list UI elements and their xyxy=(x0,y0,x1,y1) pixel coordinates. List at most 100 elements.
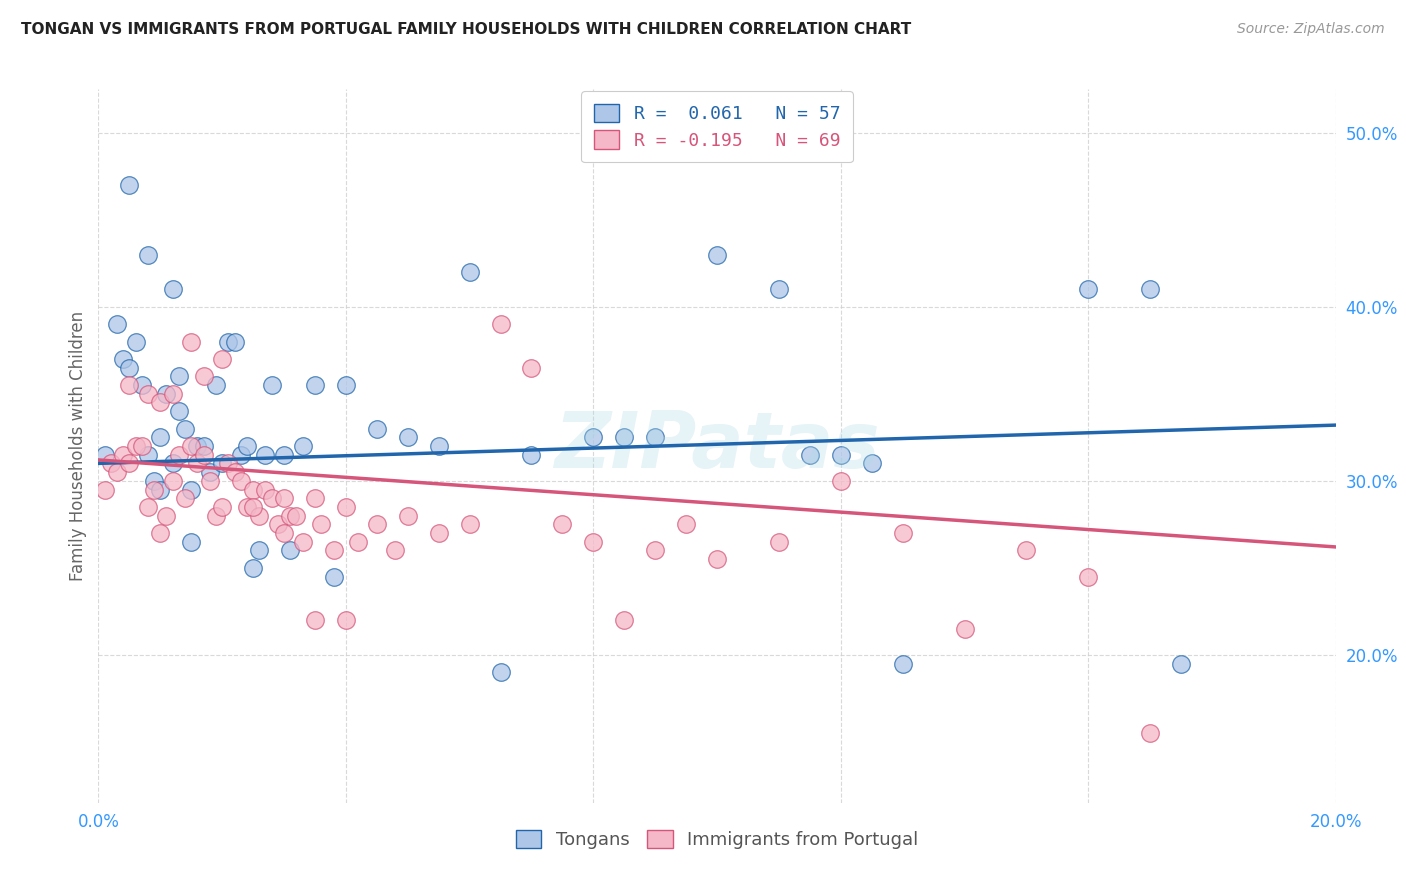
Point xyxy=(830,474,852,488)
Point xyxy=(335,378,357,392)
Point xyxy=(180,334,202,349)
Point xyxy=(489,317,512,331)
Point xyxy=(260,378,283,392)
Point xyxy=(384,543,406,558)
Point xyxy=(304,378,326,392)
Point xyxy=(860,457,883,471)
Point xyxy=(285,508,308,523)
Point xyxy=(644,430,666,444)
Point xyxy=(347,534,370,549)
Point xyxy=(706,552,728,566)
Point xyxy=(162,457,184,471)
Point xyxy=(396,430,419,444)
Point xyxy=(180,483,202,497)
Point xyxy=(211,351,233,366)
Point xyxy=(180,534,202,549)
Point xyxy=(291,439,314,453)
Point xyxy=(458,265,481,279)
Point xyxy=(322,543,344,558)
Point xyxy=(93,448,115,462)
Point xyxy=(335,500,357,514)
Point xyxy=(112,351,135,366)
Point xyxy=(613,430,636,444)
Point xyxy=(162,474,184,488)
Point xyxy=(644,543,666,558)
Point xyxy=(1077,569,1099,583)
Point xyxy=(242,483,264,497)
Point xyxy=(366,421,388,435)
Text: Source: ZipAtlas.com: Source: ZipAtlas.com xyxy=(1237,22,1385,37)
Point xyxy=(489,665,512,680)
Point xyxy=(198,465,221,479)
Point xyxy=(155,386,177,401)
Point xyxy=(143,483,166,497)
Point xyxy=(143,474,166,488)
Legend: Tongans, Immigrants from Portugal: Tongans, Immigrants from Portugal xyxy=(503,817,931,862)
Point xyxy=(193,439,215,453)
Point xyxy=(551,517,574,532)
Point xyxy=(93,483,115,497)
Point xyxy=(1015,543,1038,558)
Point xyxy=(167,369,190,384)
Point xyxy=(458,517,481,532)
Point xyxy=(304,491,326,506)
Point xyxy=(1139,726,1161,740)
Text: ZIPatas: ZIPatas xyxy=(554,408,880,484)
Point xyxy=(291,534,314,549)
Point xyxy=(136,247,159,261)
Point xyxy=(205,378,228,392)
Point xyxy=(131,378,153,392)
Point xyxy=(799,448,821,462)
Point xyxy=(335,613,357,627)
Point xyxy=(427,439,450,453)
Point xyxy=(224,465,246,479)
Point xyxy=(229,448,252,462)
Point xyxy=(236,500,259,514)
Point xyxy=(304,613,326,627)
Point xyxy=(149,395,172,409)
Point xyxy=(174,421,197,435)
Point xyxy=(229,474,252,488)
Point xyxy=(242,500,264,514)
Point xyxy=(273,448,295,462)
Point xyxy=(1170,657,1192,671)
Point xyxy=(167,404,190,418)
Point xyxy=(520,360,543,375)
Point xyxy=(278,508,301,523)
Point xyxy=(217,334,239,349)
Y-axis label: Family Households with Children: Family Households with Children xyxy=(69,311,87,581)
Point xyxy=(198,474,221,488)
Point xyxy=(186,457,208,471)
Point xyxy=(124,334,146,349)
Point xyxy=(136,448,159,462)
Point xyxy=(768,282,790,296)
Point xyxy=(118,178,141,192)
Point xyxy=(162,282,184,296)
Point xyxy=(242,561,264,575)
Point xyxy=(174,491,197,506)
Point xyxy=(1139,282,1161,296)
Point xyxy=(105,317,128,331)
Point xyxy=(180,439,202,453)
Point xyxy=(278,543,301,558)
Point xyxy=(186,439,208,453)
Point xyxy=(162,386,184,401)
Point xyxy=(582,430,605,444)
Point xyxy=(309,517,332,532)
Point xyxy=(706,247,728,261)
Point xyxy=(167,448,190,462)
Point xyxy=(830,448,852,462)
Point xyxy=(136,386,159,401)
Point xyxy=(211,457,233,471)
Point xyxy=(224,334,246,349)
Point xyxy=(1077,282,1099,296)
Point xyxy=(254,448,277,462)
Point xyxy=(105,465,128,479)
Point xyxy=(118,360,141,375)
Point xyxy=(124,439,146,453)
Point xyxy=(217,457,239,471)
Point xyxy=(193,369,215,384)
Point xyxy=(149,526,172,541)
Point xyxy=(260,491,283,506)
Point xyxy=(613,613,636,627)
